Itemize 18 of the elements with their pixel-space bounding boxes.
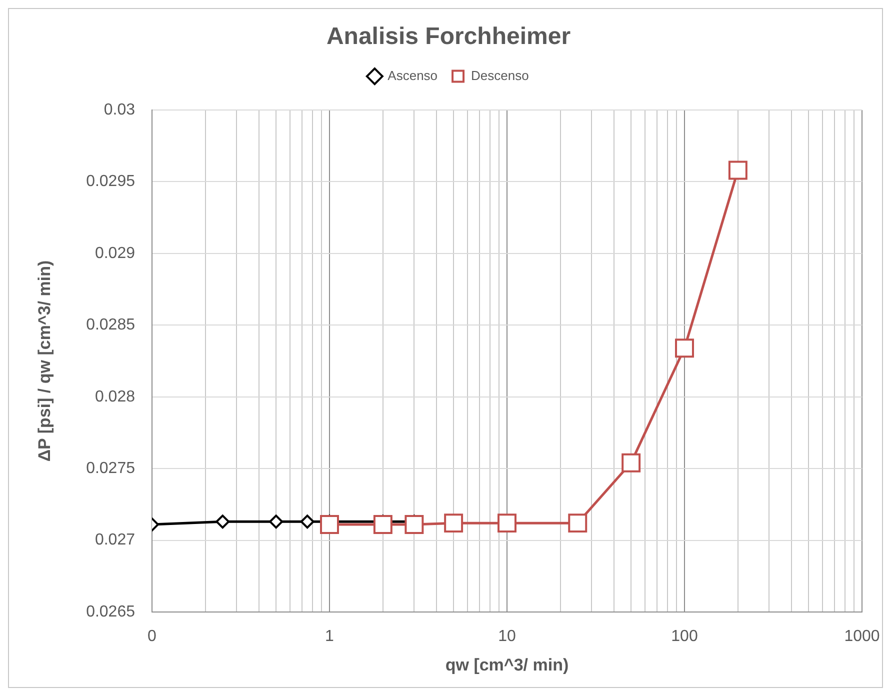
y-tick-label: 0.0285 — [86, 316, 136, 334]
y-tick-label: 0.03 — [104, 101, 136, 118]
y-tick-label: 0.0265 — [86, 603, 136, 620]
x-tick-label: 0 — [148, 628, 157, 646]
chart-title: Analisis Forchheimer — [326, 23, 571, 50]
x-tick-label: 1000 — [844, 628, 880, 646]
x-axis-title: qw [cm^3/ min) — [445, 655, 569, 674]
x-tick-label: 10 — [498, 628, 516, 646]
y-tick-label: 0.027 — [94, 532, 136, 549]
y-tick-label: 0.028 — [94, 388, 136, 406]
x-tick-label: 1 — [325, 628, 334, 646]
legend-label: Ascenso — [388, 68, 438, 83]
y-tick-label: 0.0295 — [86, 173, 136, 190]
x-tick-label: 100 — [671, 628, 698, 646]
y-tick-label: 0.029 — [94, 244, 136, 262]
y-tick-label: 0.0275 — [86, 460, 136, 477]
legend-label: Descenso — [471, 68, 529, 83]
y-axis-title: ΔP [psi] / qw [cm^3/ min) — [34, 260, 54, 462]
